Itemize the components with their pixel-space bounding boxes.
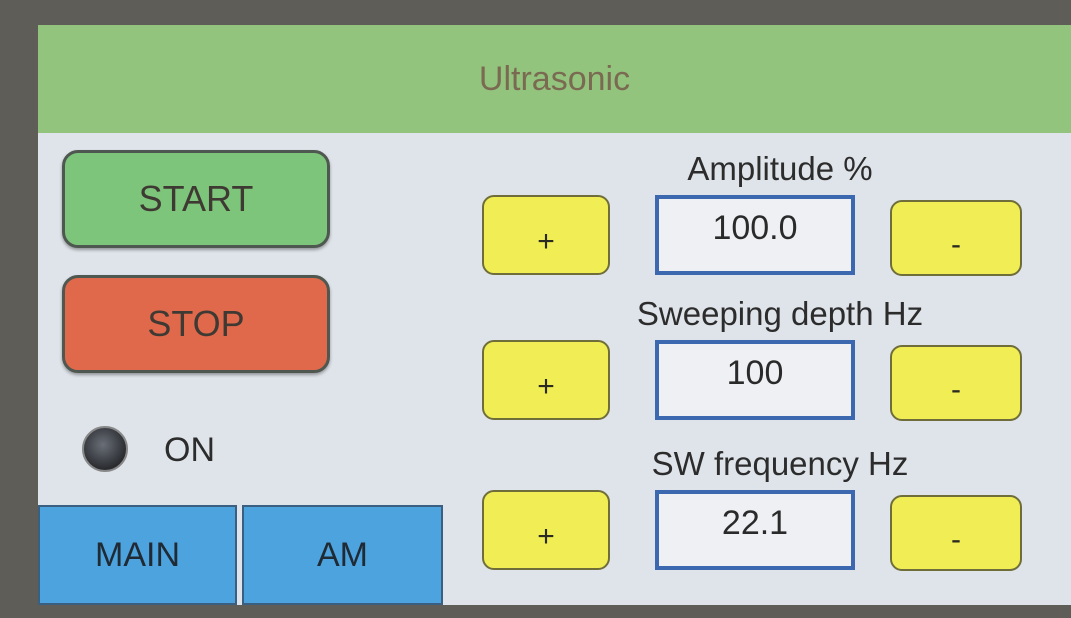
minus-button[interactable]: - (890, 495, 1022, 571)
indicator-label: ON (164, 431, 215, 470)
start-button[interactable]: START (62, 150, 330, 248)
value-field[interactable]: 100 (655, 340, 855, 420)
minus-button[interactable]: - (890, 200, 1022, 276)
value-field[interactable]: 22.1 (655, 490, 855, 570)
title: Ultrasonic (479, 60, 630, 99)
tab-am[interactable]: AM (242, 505, 443, 605)
plus-button[interactable]: + (482, 340, 610, 420)
stop-button[interactable]: STOP (62, 275, 330, 373)
plus-button[interactable]: + (482, 490, 610, 570)
minus-button[interactable]: - (890, 345, 1022, 421)
value-field[interactable]: 100.0 (655, 195, 855, 275)
parameter-label: SW frequency Hz (550, 445, 1010, 483)
parameter-label: Sweeping depth Hz (550, 295, 1010, 333)
plus-button[interactable]: + (482, 195, 610, 275)
tab-main[interactable]: MAIN (38, 505, 237, 605)
page: Ultrasonic START STOP ON MAIN AM Amplitu… (0, 0, 1071, 618)
hmi-screen: Ultrasonic START STOP ON MAIN AM Amplitu… (38, 25, 1071, 605)
header: Ultrasonic (38, 25, 1071, 133)
status-indicator (82, 426, 128, 472)
parameter-label: Amplitude % (550, 150, 1010, 188)
